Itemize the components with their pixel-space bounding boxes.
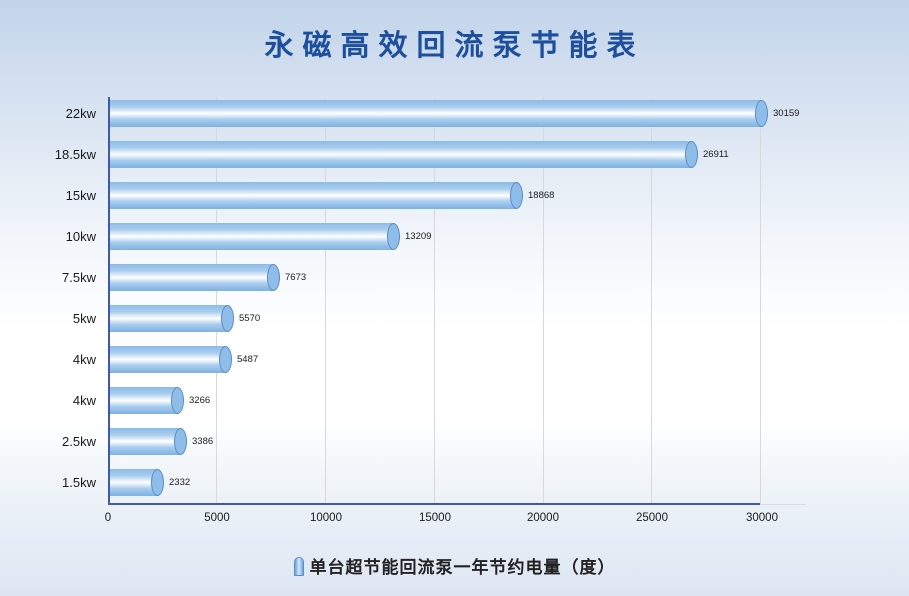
bar-cap (267, 264, 280, 291)
y-tick-label: 2.5kw (62, 434, 96, 449)
y-tick-label: 18.5kw (54, 147, 96, 162)
bar-cap (221, 305, 234, 332)
x-tick: 30000 (746, 512, 778, 524)
y-tick-label: 15kw (65, 188, 96, 203)
gridline (434, 97, 435, 505)
value-label: 18868 (528, 190, 555, 201)
plot-area (108, 97, 806, 505)
x-tick: 25000 (636, 512, 668, 524)
bar (110, 264, 280, 291)
bar (110, 469, 164, 496)
x-tick: 10000 (310, 512, 342, 524)
bar (110, 182, 523, 209)
bar (110, 100, 768, 127)
gridline (543, 97, 544, 505)
bar (110, 305, 234, 332)
value-label: 5487 (237, 354, 259, 365)
value-label: 3386 (192, 436, 214, 447)
bar (110, 223, 400, 250)
bar-cap (174, 428, 187, 455)
legend: 单台超节能回流泵一年节约电量（度） (0, 553, 909, 578)
bar (110, 141, 698, 168)
value-label: 3266 (189, 395, 211, 406)
y-tick-label: 7.5kw (62, 270, 96, 285)
x-tick: 15000 (419, 512, 451, 524)
value-label: 30159 (773, 108, 800, 119)
bar-cap (685, 141, 698, 168)
bar-cap (510, 182, 523, 209)
gridline (760, 97, 761, 505)
x-tick: 0 (104, 512, 112, 524)
x-tick: 5000 (204, 512, 230, 524)
bar-cap (755, 100, 768, 127)
cylinder-icon (293, 557, 304, 576)
bar-cap (219, 346, 232, 373)
bar-cap (171, 387, 184, 414)
value-label: 26911 (703, 149, 729, 160)
chart-title: 永磁高效回流泵节能表 (264, 28, 645, 62)
y-tick-label: 22kw (65, 106, 96, 121)
x-axis (108, 503, 760, 505)
bar-cap (151, 469, 164, 496)
value-label: 7673 (285, 272, 307, 283)
y-tick-label: 10kw (65, 229, 96, 244)
y-tick-label: 1.5kw (62, 475, 96, 490)
value-label: 13209 (405, 231, 432, 242)
y-axis (108, 97, 110, 505)
bar (110, 346, 232, 373)
bar (110, 428, 187, 455)
gridline (325, 97, 326, 505)
y-tick-label: 5kw (72, 311, 96, 326)
value-label: 2332 (169, 477, 191, 488)
bar-cap (387, 223, 400, 250)
legend-label: 单台超节能回流泵一年节约电量（度） (309, 558, 616, 578)
x-axis-extension (760, 504, 806, 505)
x-tick: 20000 (527, 512, 559, 524)
gridline (216, 97, 217, 505)
y-tick-label: 4kw (72, 393, 96, 408)
bar (110, 387, 184, 414)
y-tick-label: 4kw (72, 352, 96, 367)
value-label: 5570 (239, 313, 261, 324)
gridline (651, 97, 652, 505)
